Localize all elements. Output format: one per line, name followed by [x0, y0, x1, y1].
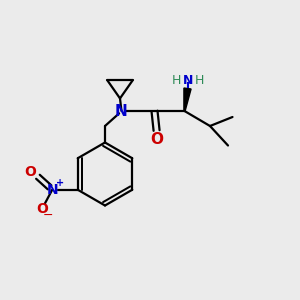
Text: N: N: [115, 103, 128, 118]
Text: N: N: [183, 74, 193, 87]
Text: O: O: [36, 202, 48, 216]
Text: H: H: [195, 74, 204, 87]
Text: H: H: [171, 74, 181, 87]
Text: +: +: [56, 178, 64, 188]
Polygon shape: [184, 88, 191, 111]
Text: N: N: [46, 183, 58, 197]
Text: −: −: [43, 209, 54, 222]
Text: O: O: [150, 132, 164, 147]
Text: O: O: [24, 165, 36, 179]
